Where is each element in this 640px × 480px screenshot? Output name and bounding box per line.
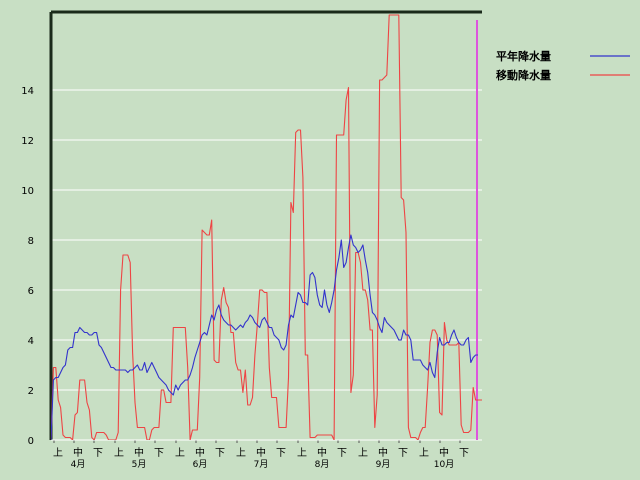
y-tick-label: 12 — [21, 136, 34, 147]
y-tick-label: 0 — [28, 436, 34, 447]
x-period-label: 下 — [459, 448, 469, 459]
x-month-label: 4月 — [71, 459, 86, 470]
x-month-label: 10月 — [434, 459, 454, 470]
y-tick-label: 2 — [28, 386, 34, 397]
y-tick-label: 4 — [28, 336, 34, 347]
y-axis-tick-labels: 0 2 4 6 8 10 12 14 — [21, 86, 34, 447]
x-period-label: 上 — [114, 447, 124, 459]
x-period-label: 下 — [398, 448, 408, 459]
series-line-moving-precipitation — [51, 14, 482, 440]
x-period-label: 中 — [378, 446, 388, 459]
legend-label: 移動降水量 — [496, 68, 551, 82]
x-period-label: 下 — [276, 448, 286, 459]
x-period-label: 上 — [358, 447, 368, 459]
x-period-label: 下 — [215, 448, 225, 459]
x-month-label: 9月 — [376, 459, 391, 470]
x-period-label: 中 — [134, 446, 144, 459]
x-period-label: 上 — [419, 447, 429, 459]
grid-lines — [51, 89, 482, 391]
legend-label: 平年降水量 — [496, 49, 551, 63]
x-period-label: 下 — [337, 448, 347, 459]
x-period-label: 上 — [297, 447, 307, 459]
y-tick-label: 6 — [28, 286, 34, 297]
series-lines — [51, 14, 482, 440]
series-line-normal-precipitation — [51, 234, 478, 440]
x-month-label: 8月 — [315, 459, 330, 470]
x-period-label: 中 — [256, 446, 266, 459]
x-period-label: 中 — [73, 446, 83, 459]
x-month-label: 5月 — [132, 459, 147, 470]
y-tick-label: 10 — [21, 186, 34, 197]
x-period-label: 中 — [439, 446, 449, 459]
x-period-label: 上 — [175, 447, 185, 459]
x-period-label: 上 — [53, 447, 63, 459]
x-period-label: 上 — [236, 447, 246, 459]
x-period-label: 中 — [195, 446, 205, 459]
x-month-label: 7月 — [254, 459, 269, 470]
y-tick-label: 14 — [21, 86, 34, 97]
x-period-label: 下 — [154, 448, 164, 459]
x-period-label: 下 — [93, 448, 103, 459]
plot-frame — [49, 10, 482, 441]
y-tick-label: 8 — [28, 236, 34, 247]
x-month-label: 6月 — [193, 459, 208, 470]
x-period-label: 中 — [317, 446, 327, 459]
